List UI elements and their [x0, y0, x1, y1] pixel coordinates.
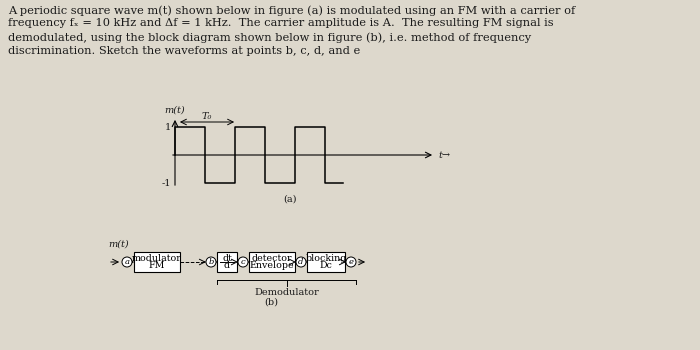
- Text: c: c: [241, 258, 246, 266]
- FancyBboxPatch shape: [249, 252, 295, 272]
- Text: dt: dt: [222, 254, 232, 263]
- Text: d: d: [224, 261, 230, 270]
- Text: A periodic square wave m(t) shown below in figure (a) is modulated using an FM w: A periodic square wave m(t) shown below …: [8, 5, 575, 15]
- Text: e: e: [349, 258, 354, 266]
- Text: detector: detector: [252, 254, 293, 263]
- Text: (a): (a): [284, 195, 297, 204]
- Circle shape: [238, 257, 248, 267]
- FancyBboxPatch shape: [134, 252, 180, 272]
- Text: d: d: [298, 258, 304, 266]
- Circle shape: [206, 257, 216, 267]
- Text: Envelope: Envelope: [250, 261, 294, 270]
- Text: blocking: blocking: [305, 254, 346, 263]
- FancyBboxPatch shape: [307, 252, 345, 272]
- Text: -1: -1: [162, 178, 171, 188]
- Text: b: b: [209, 258, 214, 266]
- Text: t→: t→: [438, 150, 450, 160]
- Text: (b): (b): [265, 298, 279, 307]
- Circle shape: [296, 257, 306, 267]
- Text: discrimination. Sketch the waveforms at points b, c, d, and e: discrimination. Sketch the waveforms at …: [8, 46, 360, 56]
- Text: frequency fₓ = 10 kHz and Δf = 1 kHz.  The carrier amplitude is A.  The resultin: frequency fₓ = 10 kHz and Δf = 1 kHz. Th…: [8, 19, 554, 28]
- Text: Dc: Dc: [320, 261, 332, 270]
- Text: demodulated, using the block diagram shown below in figure (b), i.e. method of f: demodulated, using the block diagram sho…: [8, 32, 531, 43]
- Circle shape: [346, 257, 356, 267]
- Text: m(t): m(t): [108, 240, 129, 249]
- Circle shape: [122, 257, 132, 267]
- Text: FM: FM: [149, 261, 165, 270]
- FancyBboxPatch shape: [217, 252, 237, 272]
- Text: Demodulator: Demodulator: [254, 288, 319, 297]
- Text: a: a: [125, 258, 130, 266]
- Text: m(t): m(t): [164, 106, 186, 115]
- Text: T₀: T₀: [202, 112, 212, 121]
- Text: modulator: modulator: [132, 254, 182, 263]
- Text: 1: 1: [164, 122, 171, 132]
